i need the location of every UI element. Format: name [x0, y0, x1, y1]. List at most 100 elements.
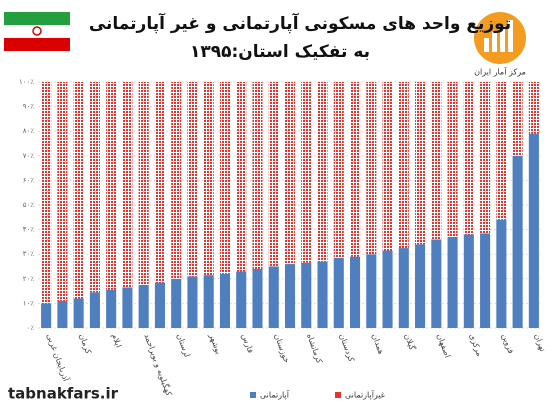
bar-segment	[366, 254, 377, 328]
bar-segment	[236, 271, 247, 328]
bar-segment	[431, 239, 442, 328]
bar-segment	[463, 234, 474, 328]
bar-segment	[349, 82, 361, 257]
bar-segment	[73, 298, 84, 328]
x-tick-label: گیلان	[403, 332, 418, 351]
bar-segment	[187, 82, 198, 277]
bar-segment	[447, 236, 458, 328]
bar-segment	[41, 82, 52, 304]
bar-segment	[480, 82, 491, 234]
bar-segment	[252, 268, 263, 328]
bar-segment	[268, 266, 279, 328]
bar-segment	[528, 133, 539, 328]
bar-segment	[171, 82, 182, 279]
bar-segment	[447, 82, 458, 237]
chart-subtitle: به تفکیک استان:۱۳۹۵	[190, 42, 370, 62]
x-tick-label: اصفهان	[435, 332, 452, 359]
x-tick-label: لرستان	[175, 332, 192, 358]
x-tick-label: کرمانشاه	[305, 332, 324, 364]
y-tick-label: ۶۰٪	[23, 176, 35, 184]
bar-segment	[154, 282, 165, 328]
bar-segment	[398, 248, 409, 328]
bar-segment	[415, 244, 426, 328]
bar-segment	[154, 82, 165, 283]
y-tick-label: ۱۰۰٪	[19, 78, 34, 86]
x-tick-label: کردستان	[338, 332, 357, 363]
x-tick-label: فارس	[240, 332, 255, 354]
y-tick-label: ۱۰٪	[23, 299, 35, 307]
x-tick-label: کهگیلویه و بویراحمد	[142, 332, 174, 397]
bar-segment	[382, 250, 393, 328]
legend-label: آپارتمانی	[260, 390, 290, 400]
x-tick-label: کرمان	[77, 332, 93, 355]
bar-segment	[73, 82, 84, 299]
bar-segment	[398, 82, 409, 249]
bar-segment	[528, 82, 539, 134]
bar-segment	[317, 261, 328, 328]
legend-swatch	[335, 392, 341, 398]
bar-segment	[89, 292, 100, 328]
y-tick-label: ۳۰٪	[23, 250, 35, 258]
bar-segment	[284, 82, 296, 265]
bar-segment	[268, 82, 279, 267]
bar-segment	[333, 82, 344, 258]
bar-segment	[496, 219, 507, 328]
x-tick-label: تهران	[533, 332, 548, 352]
bar-segment	[415, 82, 426, 245]
logo-text: مرکز آمار ایران	[474, 67, 526, 77]
x-tick-label: قزوین	[500, 332, 516, 354]
bar-segment	[333, 257, 344, 328]
y-tick-label: ۰٪	[26, 324, 34, 332]
y-tick-label: ۸۰٪	[23, 127, 35, 135]
bar-segment	[41, 303, 52, 328]
bar-segment	[431, 82, 442, 240]
watermark: tabnakfars.ir	[8, 385, 119, 403]
bar-segment	[138, 284, 149, 328]
x-tick-label: همدان	[370, 332, 386, 355]
bar-segment	[252, 82, 263, 269]
bar-segment	[57, 300, 68, 328]
bar-segment	[122, 82, 133, 288]
bar-segment	[106, 289, 117, 328]
bar-segment	[301, 262, 312, 328]
x-tick-label: آذربایجان غربی	[45, 332, 72, 383]
x-tick-label: ایلام	[110, 332, 123, 348]
legend-label: غیرآپارتمانی	[345, 390, 385, 400]
logo	[474, 12, 526, 64]
bar-segment	[89, 82, 100, 293]
chart-title: توزیع واحد های مسکونی آپارتمانی و غیر آپ…	[89, 12, 511, 34]
x-tick-label: خوزستان	[273, 332, 292, 364]
bar-segment	[512, 82, 523, 156]
bar-segment	[496, 82, 507, 220]
bar-segment	[138, 82, 149, 285]
y-tick-label: ۴۰٪	[23, 226, 35, 234]
bar-segment	[366, 82, 377, 255]
bar-segment	[512, 155, 523, 328]
bar-segment	[187, 276, 198, 328]
bar-segment	[171, 278, 182, 328]
bar-segment	[203, 82, 214, 276]
y-tick-label: ۵۰٪	[23, 201, 35, 209]
y-tick-label: ۲۰٪	[23, 275, 35, 283]
bar-segment	[236, 82, 247, 272]
flag	[4, 12, 70, 51]
bar-segment	[219, 82, 231, 274]
bar-segment	[463, 82, 474, 235]
bar-segment	[301, 82, 312, 263]
bar-segment	[349, 256, 361, 328]
legend-swatch	[250, 392, 256, 398]
bar-segment	[219, 273, 231, 328]
bar-segment	[57, 82, 68, 301]
bar-segment	[203, 275, 214, 328]
bar-segment	[284, 264, 296, 328]
x-tick-label: مرکزی	[468, 332, 484, 357]
x-tick-label: بوشهر	[207, 332, 223, 356]
bar-segment	[382, 82, 393, 251]
bar-segment	[480, 233, 491, 328]
bar-segment	[106, 82, 117, 290]
y-tick-label: ۷۰٪	[23, 152, 35, 160]
bar-segment	[122, 287, 133, 328]
y-tick-label: ۹۰٪	[23, 103, 35, 111]
bar-segment	[317, 82, 328, 262]
